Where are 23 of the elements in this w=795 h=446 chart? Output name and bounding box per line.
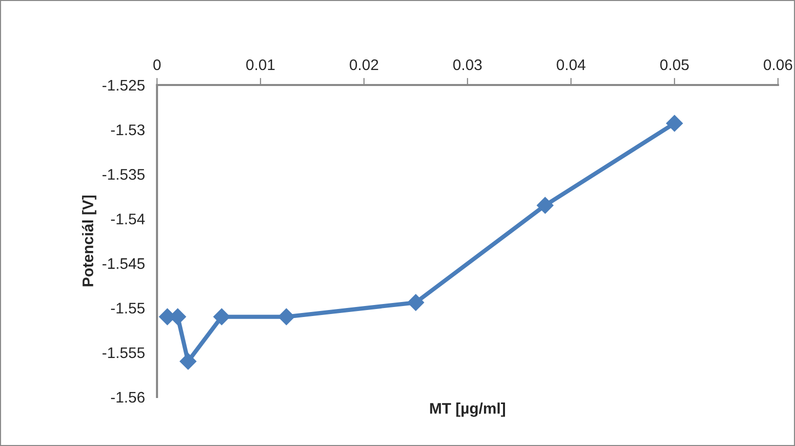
y-tick-label: -1.525 <box>102 80 145 91</box>
x-tick-label: 0.06 <box>764 59 792 70</box>
y-tick-label: -1.53 <box>111 124 145 136</box>
point <box>536 196 554 214</box>
x-axis-title: MT [µg/ml] <box>430 402 505 417</box>
x-tick-label: 0.01 <box>246 59 275 70</box>
point <box>407 294 424 311</box>
y-tick-label: -1.56 <box>111 392 145 403</box>
x-tick-label: 0.05 <box>660 59 689 70</box>
point <box>666 114 683 132</box>
point <box>180 352 196 370</box>
x-tick-label: 0.04 <box>556 59 586 70</box>
y-tick-label: -1.545 <box>102 258 145 269</box>
x-tick-label: 0.03 <box>453 59 482 70</box>
point <box>213 308 230 326</box>
y-tick-label: -1.54 <box>111 214 145 224</box>
x-tick-label: 0 <box>153 59 161 70</box>
y-axis-title: Potenciál [V] <box>82 196 96 286</box>
x-tick-label: 0.02 <box>350 59 378 70</box>
y-tick-label: -1.555 <box>102 347 145 358</box>
point <box>278 308 295 326</box>
y-tick-label: -1.55 <box>111 302 145 314</box>
y-tick-label: -1.535 <box>102 169 145 180</box>
